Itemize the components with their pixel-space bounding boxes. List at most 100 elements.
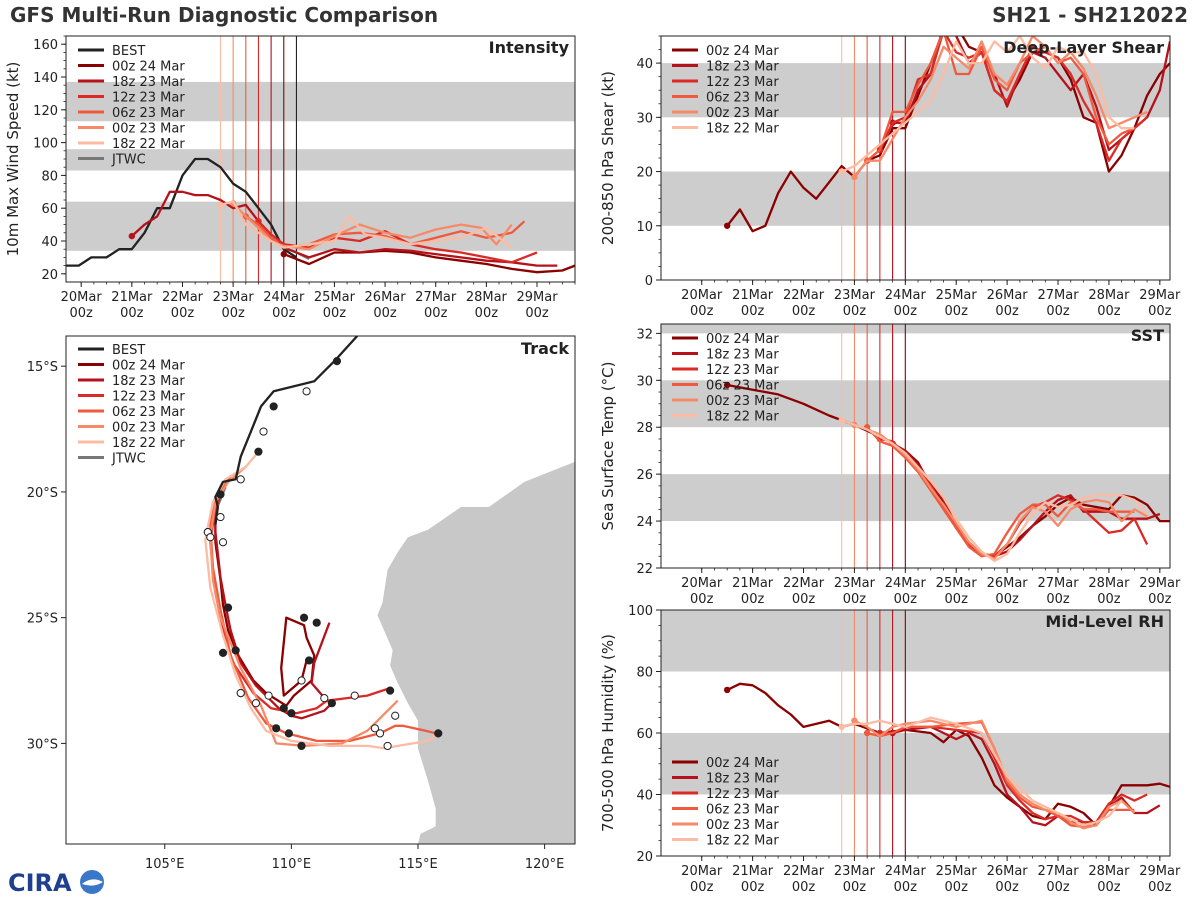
- rh-series-18z-23-mar: [892, 725, 1161, 827]
- intensity-xtick-hour: 00z: [525, 306, 549, 321]
- sst-xtick-hour: 00z: [1046, 592, 1070, 607]
- sst-legend-label: 18z 23 Mar: [706, 348, 779, 363]
- intensity-series-start-point: [217, 201, 224, 209]
- sst-xtick-hour: 00z: [894, 592, 918, 607]
- track-legend-label: 18z 23 Mar: [112, 374, 185, 389]
- sst-legend-label: 00z 23 Mar: [706, 394, 779, 409]
- shear-legend-label: 18z 23 Mar: [706, 60, 779, 75]
- intensity-series-00z-24-mar: [283, 249, 575, 274]
- sst-series-06z-23-mar: [866, 426, 1135, 558]
- track-legend-label: 12z 23 Mar: [112, 390, 185, 405]
- intensity-legend-label: 00z 24 Mar: [112, 60, 185, 75]
- shear-xtick-hour: 00z: [995, 304, 1019, 319]
- track-point-00z: [269, 402, 278, 411]
- shear-band-0: [661, 171, 1170, 226]
- shear-series-06z-23-mar: [866, 36, 1135, 162]
- intensity-legend-label: 06z 23 Mar: [112, 106, 185, 121]
- sst-xtick-hour: 00z: [945, 592, 969, 607]
- rh-ytick-label: 40: [636, 789, 653, 804]
- sst-xtick-hour: 00z: [843, 592, 867, 607]
- intensity-ytick-label: 100: [33, 137, 58, 152]
- rh-xtick-hour: 00z: [792, 880, 816, 895]
- intensity-xtick-hour: 00z: [323, 306, 347, 321]
- sst-ytick-label: 32: [636, 327, 653, 342]
- rh-legend-label: 06z 23 Mar: [706, 803, 779, 818]
- sst-xtick-day: 27Mar: [1037, 576, 1079, 591]
- intensity-ytick-label: 60: [41, 202, 58, 217]
- track-point-12z: [383, 741, 392, 751]
- track-point-00z: [279, 704, 288, 713]
- lat-tick-label: 20°S: [27, 486, 58, 501]
- sst-xtick-day: 22Mar: [783, 576, 825, 591]
- intensity-xtick-day: 25Mar: [314, 290, 356, 305]
- intensity-ytick-label: 140: [33, 71, 58, 86]
- rh-xtick-day: 28Mar: [1088, 864, 1130, 879]
- sst-band-0: [661, 474, 1170, 522]
- lon-tick-label: 105°E: [145, 857, 185, 872]
- shear-xtick-day: 20Mar: [681, 288, 723, 303]
- shear-xtick-hour: 00z: [843, 304, 867, 319]
- intensity-xtick-hour: 00z: [221, 306, 245, 321]
- track-point-00z: [254, 447, 263, 456]
- intensity-xtick-hour: 00z: [171, 306, 195, 321]
- shear-plot-area: [661, 36, 1170, 280]
- track-legend-label: JTWC: [111, 452, 146, 467]
- intensity-xtick-hour: 00z: [475, 306, 499, 321]
- rh-xtick-hour: 00z: [843, 880, 867, 895]
- rh-xtick-day: 21Mar: [732, 864, 774, 879]
- shear-xtick-day: 24Mar: [885, 288, 927, 303]
- sst-legend-label: 06z 23 Mar: [706, 379, 779, 394]
- track-legend-label: 00z 23 Mar: [112, 421, 185, 436]
- rh-xtick-hour: 00z: [1148, 880, 1172, 895]
- intensity-xtick-day: 26Mar: [365, 290, 407, 305]
- track-point-12z: [236, 689, 245, 698]
- shear-xtick-day: 27Mar: [1037, 288, 1079, 303]
- sst-ytick-label: 26: [636, 468, 653, 483]
- intensity-series-12z-23-mar: [257, 220, 538, 264]
- track-point-00z: [223, 603, 233, 612]
- intensity-chart: 2040608010012014016020Mar00z21Mar00z22Ma…: [4, 35, 576, 321]
- shear-xtick-day: 23Mar: [834, 288, 876, 303]
- track-point-00z: [332, 357, 342, 366]
- track-point-12z: [251, 699, 261, 708]
- rh-xtick-hour: 00z: [894, 880, 918, 895]
- shear-xtick-day: 22Mar: [783, 288, 825, 303]
- intensity-series-start-point: [280, 250, 287, 258]
- lat-tick-label: 25°S: [27, 612, 58, 627]
- sst-frame: [660, 323, 1171, 569]
- track-point-12z: [370, 724, 380, 733]
- sst-chart: 22242628303220Mar00z21Mar00z22Mar00z23Ma…: [599, 323, 1181, 607]
- rh-xtick-hour: 00z: [741, 880, 765, 895]
- shear-xtick-hour: 00z: [1046, 304, 1070, 319]
- intensity-xtick-day: 23Mar: [213, 290, 255, 305]
- intensity-series-start-point: [128, 232, 136, 240]
- rh-xtick-hour: 00z: [690, 880, 714, 895]
- sst-ytick-label: 22: [636, 562, 653, 577]
- shear-series-00z-23-mar: [853, 36, 1148, 178]
- shear-legend-label: 06z 23 Mar: [706, 91, 779, 106]
- intensity-xtick-day: 21Mar: [111, 290, 153, 305]
- rh-xtick-day: 26Mar: [987, 864, 1029, 879]
- intensity-legend-label: 18z 22 Mar: [112, 137, 185, 152]
- sst-xtick-day: 29Mar: [1139, 576, 1181, 591]
- sst-xtick-hour: 00z: [995, 592, 1019, 607]
- sst-plot-area: [661, 324, 1170, 568]
- intensity-legend-label: JTWC: [111, 153, 146, 168]
- rh-xtick-day: 24Mar: [885, 864, 927, 879]
- rh-legend-label: 18z 22 Mar: [706, 834, 779, 849]
- intensity-ytick-label: 160: [33, 38, 58, 53]
- track-point-12z: [236, 475, 245, 484]
- rh-ytick-label: 60: [636, 727, 653, 742]
- intensity-xtick-hour: 00z: [120, 306, 144, 321]
- sst-xtick-day: 28Mar: [1088, 576, 1130, 591]
- intensity-xtick-day: 24Mar: [263, 290, 305, 305]
- intensity-legend-label: BEST: [112, 44, 145, 59]
- sst-ytick-label: 30: [636, 374, 653, 389]
- intensity-plot-area: [66, 36, 575, 282]
- intensity-series-00z-23-mar: [232, 202, 513, 251]
- rh-ylabel: 700-500 hPa Humidity (%): [599, 634, 617, 832]
- sst-series-start-point: [838, 416, 845, 424]
- shear-title: Deep-Layer Shear: [1003, 38, 1164, 57]
- rh-band-1: [661, 610, 1170, 672]
